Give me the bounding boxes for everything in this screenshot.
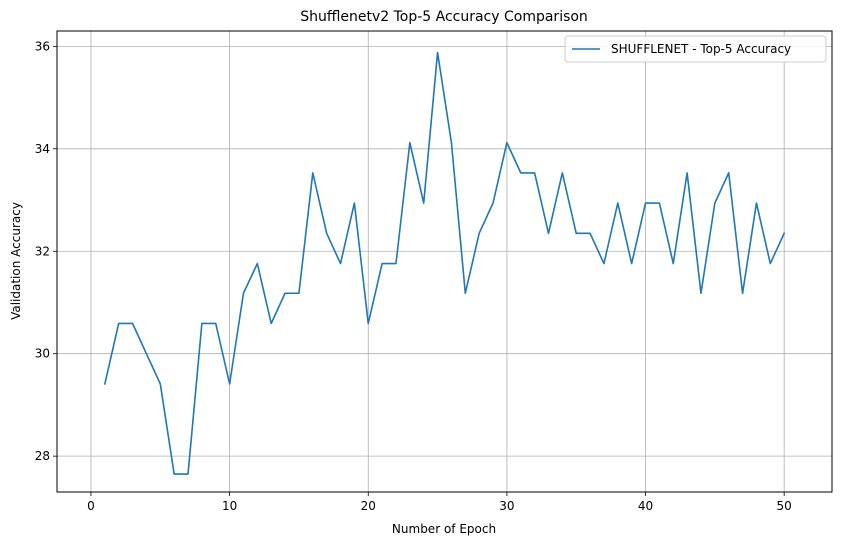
- x-tick-label: 50: [777, 499, 792, 513]
- data-point: [144, 351, 149, 356]
- data-point: [463, 291, 468, 296]
- x-axis-label: Number of Epoch: [392, 522, 496, 536]
- data-point: [102, 381, 107, 386]
- data-point: [643, 201, 648, 206]
- plot-frame: [56, 30, 833, 493]
- chart-title: Shufflenetv2 Top-5 Accuracy Comparison: [300, 9, 588, 25]
- grid-lines: [57, 31, 832, 492]
- data-point: [615, 201, 620, 206]
- data-point: [657, 201, 662, 206]
- series-lines: [102, 50, 787, 477]
- x-tick-label: 20: [361, 499, 376, 513]
- series-line-0: [103, 51, 786, 475]
- legend-box: [564, 35, 827, 63]
- data-point: [726, 170, 731, 175]
- data-point: [518, 170, 523, 175]
- data-point: [768, 261, 773, 266]
- data-point: [227, 381, 232, 386]
- data-point: [491, 201, 496, 206]
- data-point: [283, 291, 288, 296]
- data-point: [560, 170, 565, 175]
- data-point: [255, 261, 260, 266]
- data-point: [435, 50, 440, 55]
- data-point: [712, 201, 717, 206]
- legend: SHUFFLENET - Top-5 Accuracy: [564, 35, 827, 63]
- data-point: [241, 291, 246, 296]
- data-point: [449, 140, 454, 145]
- y-tick-label: 32: [35, 244, 50, 258]
- data-point: [366, 321, 371, 326]
- x-tick-label: 10: [222, 499, 237, 513]
- data-point: [296, 291, 301, 296]
- data-point: [158, 381, 163, 386]
- data-point: [269, 321, 274, 326]
- data-point: [698, 291, 703, 296]
- data-point: [629, 261, 634, 266]
- data-point: [504, 140, 509, 145]
- data-point: [546, 231, 551, 236]
- data-point: [199, 321, 204, 326]
- data-point: [324, 231, 329, 236]
- data-point: [116, 321, 121, 326]
- data-point: [338, 261, 343, 266]
- y-axis-label: Validation Accuracy: [9, 202, 23, 320]
- legend-entry-label: SHUFFLENET - Top-5 Accuracy: [611, 42, 791, 56]
- data-point: [213, 321, 218, 326]
- data-point: [130, 321, 135, 326]
- axis-ticks: 0 10 20 30 40 50 28 30 32 34 36: [35, 39, 792, 513]
- data-point: [574, 231, 579, 236]
- data-point: [310, 170, 315, 175]
- data-point: [588, 231, 593, 236]
- data-point: [186, 472, 191, 477]
- y-tick-label: 28: [35, 449, 50, 463]
- data-point: [380, 261, 385, 266]
- x-tick-label: 0: [87, 499, 95, 513]
- data-point: [754, 201, 759, 206]
- data-point: [532, 170, 537, 175]
- y-tick-label: 34: [35, 142, 50, 156]
- data-point: [740, 291, 745, 296]
- x-tick-label: 30: [499, 499, 514, 513]
- data-point: [477, 231, 482, 236]
- data-point: [671, 261, 676, 266]
- data-point: [352, 201, 357, 206]
- x-tick-label: 40: [638, 499, 653, 513]
- y-tick-label: 36: [35, 39, 50, 53]
- data-point: [172, 472, 177, 477]
- data-point: [407, 140, 412, 145]
- data-point: [782, 231, 787, 236]
- data-point: [393, 261, 398, 266]
- y-tick-label: 30: [35, 347, 50, 361]
- data-point: [421, 201, 426, 206]
- data-point: [685, 170, 690, 175]
- data-point: [601, 261, 606, 266]
